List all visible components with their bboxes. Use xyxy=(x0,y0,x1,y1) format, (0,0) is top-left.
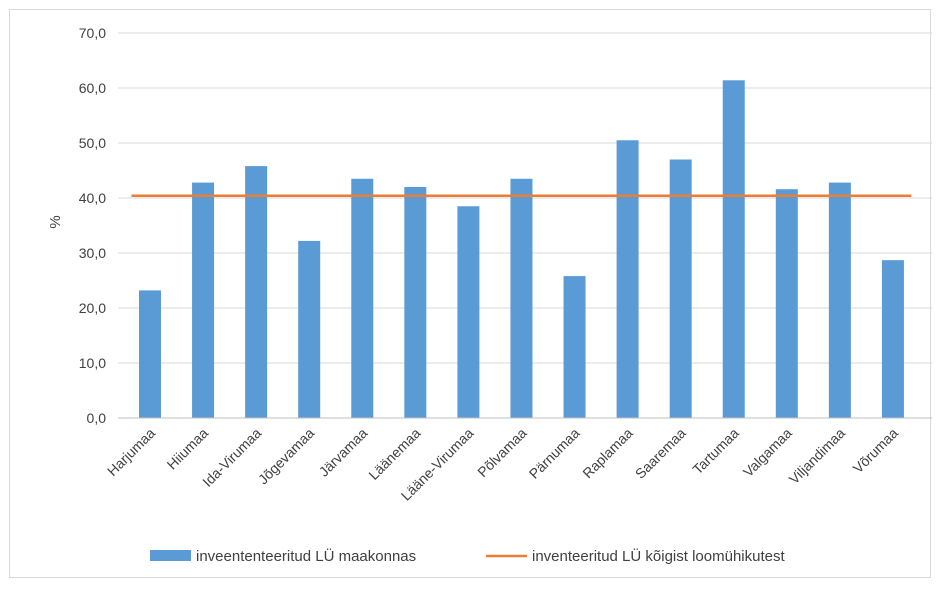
bar xyxy=(351,178,374,418)
y-tick-label: 40,0 xyxy=(79,190,106,206)
legend-label-bar: inveententeeritud LÜ maakonnas xyxy=(196,547,416,565)
bar xyxy=(722,80,745,419)
y-tick-label: 70,0 xyxy=(79,25,106,41)
bar xyxy=(404,187,427,418)
bar xyxy=(192,182,215,418)
y-tick-label: 10,0 xyxy=(79,355,106,371)
y-tick-label: 50,0 xyxy=(79,135,106,151)
bar xyxy=(828,182,851,418)
y-tick-label: 60,0 xyxy=(79,80,106,96)
y-tick-label: 0,0 xyxy=(87,410,107,426)
y-tick-label: 20,0 xyxy=(79,300,106,316)
y-tick-label: 30,0 xyxy=(79,245,106,261)
bar xyxy=(669,159,692,418)
bar xyxy=(245,166,268,418)
bar xyxy=(563,276,586,418)
bar xyxy=(139,290,161,418)
bar xyxy=(775,189,798,418)
bar xyxy=(616,140,639,418)
bar xyxy=(298,240,321,418)
bar xyxy=(510,178,533,418)
bar xyxy=(881,260,904,418)
bar-series xyxy=(139,80,904,419)
bar xyxy=(457,206,480,418)
y-axis-title: % xyxy=(47,215,64,228)
legend-label-line: inventeeritud LÜ kõigist loomühikutest xyxy=(532,547,785,565)
legend-swatch-bar xyxy=(150,550,191,561)
legend: inveententeeritud LÜ maakonnas inventeeri… xyxy=(150,547,785,565)
